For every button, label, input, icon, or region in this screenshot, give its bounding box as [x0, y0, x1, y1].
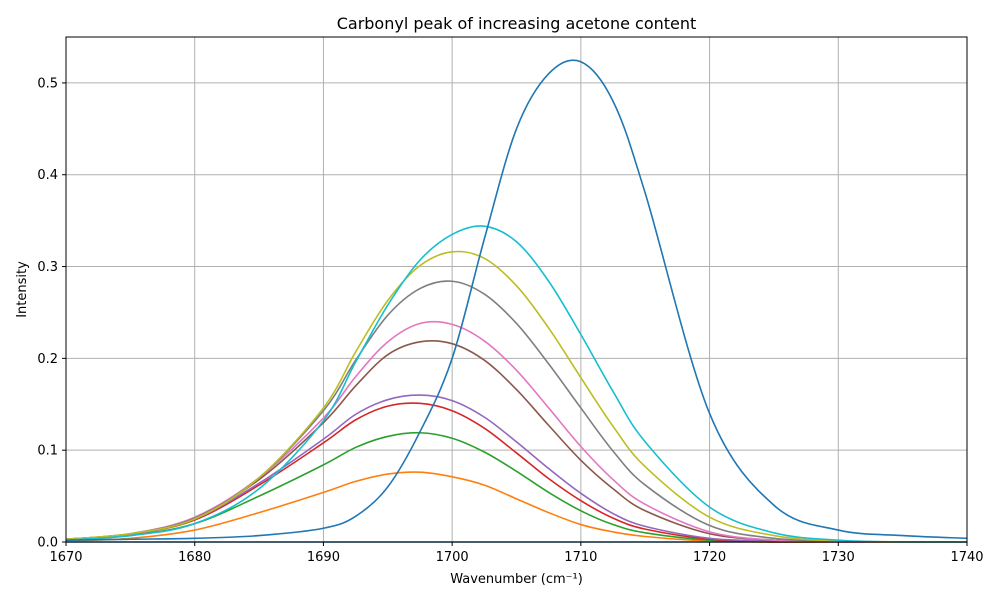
y-tick-label: 0.1 — [37, 444, 58, 459]
x-tick-label: 1670 — [49, 550, 82, 565]
y-axis-label: Intensity — [15, 261, 30, 318]
x-tick-label: 1730 — [822, 550, 855, 565]
y-tick-label: 0.5 — [37, 76, 58, 91]
series-lines — [65, 59, 968, 543]
series-line-9 — [65, 250, 967, 543]
x-tick-label: 1710 — [564, 550, 597, 565]
series-line-7 — [65, 320, 967, 543]
x-tick-label: 1720 — [693, 550, 726, 565]
series-line-8 — [65, 280, 967, 543]
x-axis-label: Wavenumber (cm⁻¹) — [450, 572, 583, 587]
series-line-2 — [65, 471, 967, 543]
plot-frame — [65, 36, 968, 543]
y-tick-label: 0.0 — [37, 536, 58, 551]
axis-ticks: 1670 1680 1690 1700 1710 1720 1730 1740 0.0 0.1 0.… — [37, 76, 983, 565]
grid-lines — [65, 37, 968, 543]
x-tick-label: 1690 — [307, 550, 340, 565]
x-tick-label: 1680 — [178, 550, 211, 565]
x-tick-label: 1740 — [950, 550, 983, 565]
y-tick-label: 0.3 — [37, 260, 58, 275]
series-line-3 — [65, 431, 967, 543]
series-line-11 — [65, 59, 968, 541]
series-line-5 — [65, 394, 967, 543]
chart-title: Carbonyl peak of increasing acetone cont… — [337, 14, 697, 33]
y-tick-label: 0.2 — [37, 352, 58, 367]
y-tick-label: 0.4 — [37, 168, 58, 183]
series-line-10 — [65, 225, 967, 543]
x-tick-label: 1700 — [436, 550, 469, 565]
